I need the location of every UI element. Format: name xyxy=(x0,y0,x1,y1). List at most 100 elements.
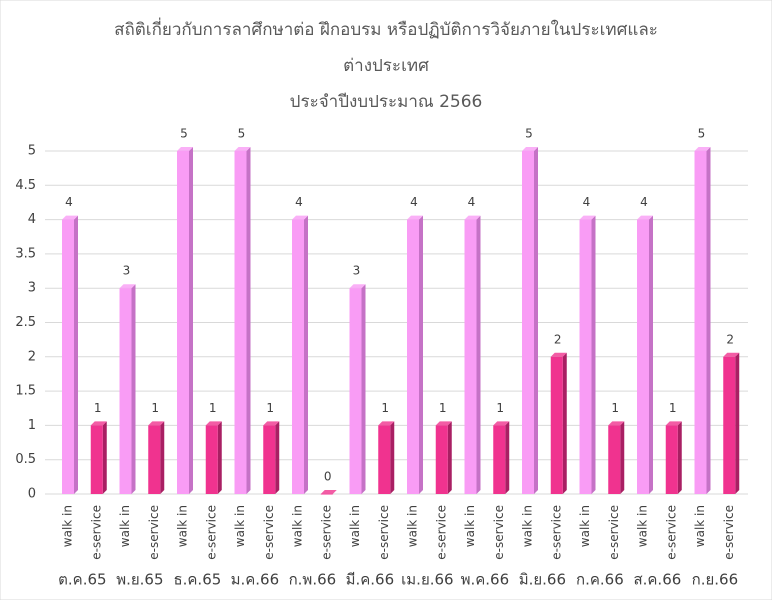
bar-side xyxy=(620,421,625,494)
value-label: 2 xyxy=(554,332,562,346)
series-label: e-service xyxy=(722,505,736,560)
bar xyxy=(62,219,74,494)
value-label: 1 xyxy=(151,401,159,415)
series-label: e-service xyxy=(204,505,218,560)
bar-side xyxy=(102,421,107,494)
bar xyxy=(292,219,304,494)
bar-top xyxy=(579,215,596,220)
series-label: walk in xyxy=(233,505,247,547)
bar-top xyxy=(522,147,538,151)
bar-side xyxy=(677,421,682,494)
bar-side xyxy=(447,421,452,494)
bar xyxy=(637,219,649,494)
y-tick-label: 2.5 xyxy=(15,315,36,330)
value-label: 5 xyxy=(238,127,246,141)
bar-side xyxy=(361,284,366,494)
chart-title: ประจำปีงบประมาณ 2566 xyxy=(290,92,483,112)
value-label: 2 xyxy=(726,332,734,346)
series-label: walk in xyxy=(291,505,305,547)
x-category-label: ก.พ.66 xyxy=(289,571,337,589)
x-category-label: ม.ค.66 xyxy=(231,571,280,589)
bar xyxy=(608,425,621,494)
bar xyxy=(263,425,276,494)
bar-top xyxy=(407,215,423,220)
bar xyxy=(378,425,391,494)
bar-side xyxy=(735,352,740,494)
bar xyxy=(320,494,333,495)
bar xyxy=(234,151,247,494)
series-label: e-service xyxy=(262,505,276,560)
series-label: e-service xyxy=(549,505,563,560)
value-label: 4 xyxy=(65,195,73,209)
series-label: e-service xyxy=(147,505,161,560)
value-label: 3 xyxy=(353,264,361,278)
x-category-label: ก.ค.66 xyxy=(576,571,624,589)
y-tick-label: 5 xyxy=(28,144,36,159)
series-label: e-service xyxy=(434,505,448,560)
bar-top xyxy=(378,421,395,426)
value-label: 1 xyxy=(94,401,102,415)
bar xyxy=(407,219,419,494)
bar-side xyxy=(476,215,481,494)
series-label: walk in xyxy=(348,505,362,547)
y-tick-label: 1 xyxy=(28,418,36,433)
series-label: walk in xyxy=(176,505,190,547)
x-category-label: พ.ค.66 xyxy=(461,571,510,589)
series-label: e-service xyxy=(319,505,333,560)
series-label: e-service xyxy=(377,505,391,560)
y-tick-label: 1.5 xyxy=(15,384,36,399)
value-label: 0 xyxy=(324,470,332,484)
bar-top xyxy=(263,421,280,426)
value-label: 4 xyxy=(295,195,303,209)
bar-side xyxy=(649,215,653,494)
bar-side xyxy=(706,147,711,494)
value-label: 4 xyxy=(468,195,476,209)
value-label: 1 xyxy=(209,401,217,415)
value-label: 5 xyxy=(698,127,706,141)
bar xyxy=(119,288,132,494)
series-label: e-service xyxy=(664,505,678,560)
x-category-label: พ.ย.65 xyxy=(116,571,163,589)
bar-top xyxy=(723,352,740,357)
value-label: 1 xyxy=(381,401,389,415)
value-label: 1 xyxy=(496,401,504,415)
series-label: e-service xyxy=(607,505,621,560)
bar-top xyxy=(550,352,567,357)
bar-top xyxy=(464,215,481,220)
bar xyxy=(177,151,189,494)
bar-top xyxy=(90,421,107,426)
bar xyxy=(464,219,477,494)
value-label: 4 xyxy=(640,195,648,209)
value-label: 1 xyxy=(439,401,447,415)
series-label: walk in xyxy=(578,505,592,547)
bar xyxy=(435,425,448,494)
bar-top xyxy=(435,421,452,426)
bar-top xyxy=(119,284,136,289)
bar-top xyxy=(694,147,711,151)
x-category-label: ต.ค.65 xyxy=(58,571,106,589)
value-label: 4 xyxy=(410,195,418,209)
bar xyxy=(723,356,736,494)
series-label: walk in xyxy=(61,505,75,547)
bar xyxy=(550,356,563,494)
bar-top xyxy=(493,421,510,426)
bar-side xyxy=(534,147,538,494)
value-label: 5 xyxy=(180,127,188,141)
x-category-label: ธ.ค.65 xyxy=(173,571,221,589)
series-label: e-service xyxy=(492,505,506,560)
bar-side xyxy=(160,421,165,494)
bar-top xyxy=(665,421,682,426)
series-label: walk in xyxy=(463,505,477,547)
series-label: walk in xyxy=(693,505,707,547)
bar-top xyxy=(349,284,366,289)
bar-top xyxy=(292,215,308,220)
bar xyxy=(349,288,362,494)
bar-side xyxy=(505,421,510,494)
bar xyxy=(579,219,592,494)
series-label: e-service xyxy=(89,505,103,560)
bar-top xyxy=(62,215,78,220)
y-tick-label: 0 xyxy=(28,487,36,502)
y-tick-label: 4.5 xyxy=(15,178,36,193)
bar xyxy=(694,151,707,494)
bar-top xyxy=(148,421,165,426)
